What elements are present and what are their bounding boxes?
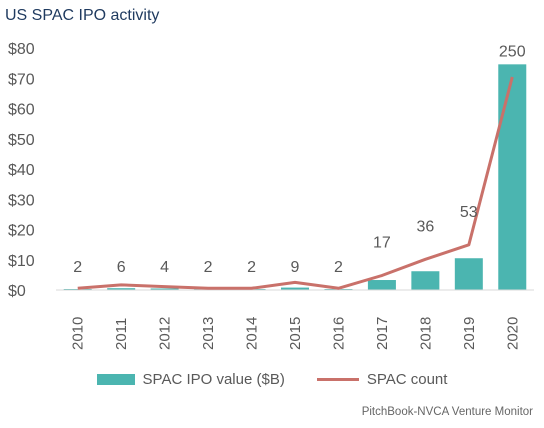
legend-item-value: SPAC IPO value ($B) <box>96 370 285 388</box>
count-label: 2 <box>73 259 82 276</box>
legend-swatch-line <box>316 377 359 381</box>
chart-title: US SPAC IPO activity <box>5 7 160 24</box>
count-label: 17 <box>373 235 391 252</box>
y-tick-label: $50 <box>8 132 35 149</box>
x-tick-label: 2014 <box>244 317 261 350</box>
bar <box>411 271 440 290</box>
x-tick-label: 2015 <box>287 317 304 350</box>
x-tick-label: 2013 <box>200 317 217 350</box>
legend-label-count: SPAC count <box>366 370 448 388</box>
bar <box>107 288 136 290</box>
legend: SPAC IPO value ($B) SPAC count <box>0 368 544 390</box>
bar <box>150 288 179 290</box>
count-label: 2 <box>247 259 256 276</box>
count-label: 4 <box>160 259 169 276</box>
y-tick-label: $70 <box>8 71 35 88</box>
y-tick-label: $40 <box>8 162 35 179</box>
source-note: PitchBook-NVCA Venture Monitor <box>361 406 533 418</box>
y-tick-label: $80 <box>8 41 35 58</box>
count-label: 250 <box>499 43 526 60</box>
count-label: 2 <box>204 259 213 276</box>
legend-item-count: SPAC count <box>316 370 448 388</box>
x-tick-label: 2010 <box>70 317 87 350</box>
count-label: 9 <box>291 259 300 276</box>
x-tick-label: 2017 <box>374 317 391 350</box>
y-tick-label: $20 <box>8 223 35 240</box>
count-label: 36 <box>416 218 434 235</box>
bar <box>498 64 527 291</box>
y-tick-label: $60 <box>8 102 35 119</box>
legend-label-value: SPAC IPO value ($B) <box>142 370 285 388</box>
y-tick-label: $10 <box>8 253 35 270</box>
x-tick-label: 2011 <box>113 318 130 350</box>
bar <box>454 258 483 290</box>
bar <box>281 287 309 290</box>
x-tick-label: 2016 <box>330 317 347 350</box>
y-tick-label: $0 <box>8 283 26 300</box>
x-tick-label: 2012 <box>157 317 174 350</box>
x-tick-label: 2018 <box>417 317 434 350</box>
count-label: 6 <box>117 259 126 276</box>
count-label: 53 <box>460 204 478 221</box>
bar <box>367 280 396 290</box>
y-tick-label: $30 <box>8 192 35 209</box>
x-tick-label: 2020 <box>504 317 521 350</box>
count-label: 2 <box>334 259 343 276</box>
count-line <box>77 76 514 290</box>
x-tick-label: 2019 <box>461 317 478 350</box>
legend-swatch-bar <box>96 373 135 385</box>
